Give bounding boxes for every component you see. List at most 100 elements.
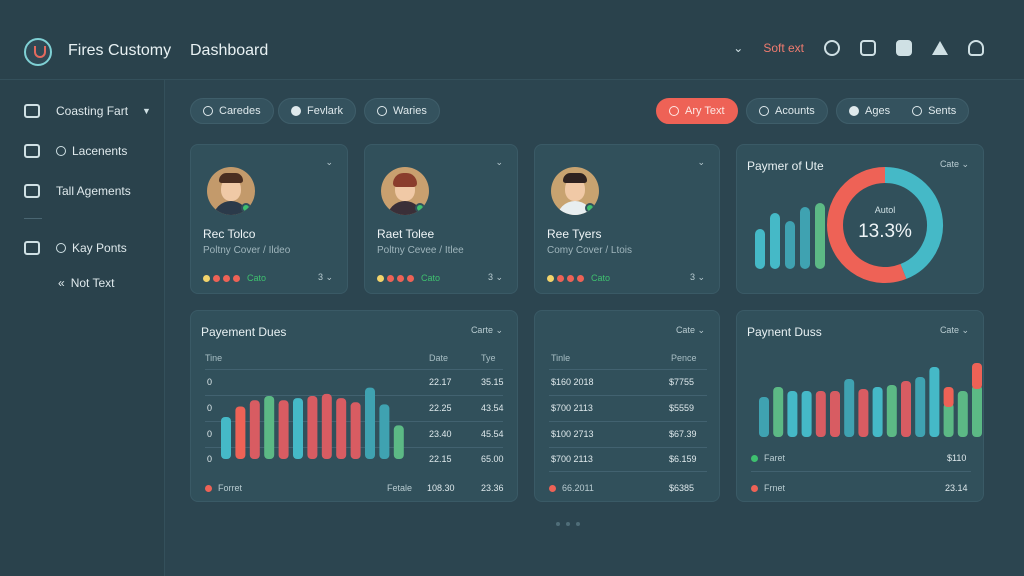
card-filter-dropdown[interactable]: Cate ⌄ (939, 159, 969, 169)
chart-bar (943, 403, 954, 437)
alert-icon[interactable] (860, 40, 876, 56)
column-header: Date (429, 353, 449, 363)
chart-bar (221, 417, 231, 459)
profile-card[interactable]: ⌄ Raet Tolee Poltny Cevee / Itlee Cato 3… (364, 144, 518, 294)
chevrons-left-icon: « (58, 276, 65, 290)
online-status-icon (585, 203, 595, 213)
table-cell: $700 2113 (551, 403, 593, 413)
filter-acounts[interactable]: Acounts (746, 98, 828, 124)
chart-bar (858, 389, 869, 437)
chevron-down-icon[interactable]: ⌄ (697, 157, 705, 167)
sidebar-item-kay-ponts[interactable]: Kay Ponts (24, 241, 127, 255)
user-icon[interactable] (968, 40, 984, 56)
footer-value: $6385 (669, 483, 695, 493)
mini-bar (785, 221, 795, 269)
filter-waries[interactable]: Waries (364, 98, 440, 124)
avatar (207, 167, 255, 215)
status-label: Cato (421, 273, 441, 283)
sidebar-item-label: Not Text (70, 276, 115, 290)
card-icon (24, 144, 40, 158)
chart-bar (815, 391, 826, 437)
profile-name: Raet Tolee (377, 227, 435, 241)
chevron-down-icon[interactable]: ⌄ (495, 157, 503, 167)
mini-bar (815, 203, 825, 269)
mini-bar (800, 207, 810, 269)
column-header: Tine (205, 353, 223, 363)
mini-bar (755, 229, 765, 269)
profile-card[interactable]: ⌄ Rec Tolco Poltny Cover / Ildeo Cato 3 … (190, 144, 348, 294)
chart-bar (759, 397, 769, 437)
table-cell: $160 2018 (551, 377, 594, 387)
table-cell: $700 2113 (551, 454, 593, 464)
donut-chart-svg: Autol 13.3% (755, 167, 943, 283)
sidebar-item-coasting[interactable]: Coasting Fart ▼ (24, 104, 151, 118)
footer-value: 108.30 (427, 483, 455, 493)
chevron-down-icon[interactable]: ▼ (142, 106, 151, 116)
avatar (381, 167, 429, 215)
chart-bar-stack (972, 363, 982, 389)
search-icon (377, 106, 387, 116)
card-filter-dropdown[interactable]: Cate ⌄ (675, 325, 705, 335)
table-cell: 65.00 (481, 454, 504, 464)
app-logo-icon[interactable] (24, 38, 52, 66)
profile-name: Rec Tolco (203, 227, 256, 241)
sidebar-item-not-text[interactable]: « Not Text (58, 276, 115, 290)
profile-card[interactable]: ⌄ Ree Tyers Comy Cover / Ltois Cato 3 ⌄ (534, 144, 720, 294)
chart-bar (929, 367, 940, 437)
chart-bar (249, 400, 260, 459)
filter-ary-text[interactable]: Ary Text (656, 98, 738, 124)
phone-icon (912, 106, 923, 116)
profile-count[interactable]: 3 ⌄ (689, 272, 705, 282)
table-cell: $7755 (669, 377, 695, 387)
chart-bar (957, 391, 968, 437)
filter-fevlark[interactable]: Fevlark (278, 98, 357, 124)
chart-bar (801, 391, 812, 437)
donut-slice (884, 167, 943, 279)
chart-bar (915, 377, 926, 437)
chart-bar (773, 387, 784, 437)
mini-bar (770, 213, 780, 269)
footer-label: Fetale (387, 483, 413, 493)
people-icon (203, 106, 213, 116)
card-filter-dropdown[interactable]: Cate ⌄ (939, 325, 969, 335)
chart-bar (379, 404, 390, 459)
filter-label: Waries (393, 105, 427, 117)
chart-bar (321, 393, 332, 459)
card-title: Paynent Duss (747, 325, 822, 339)
sidebar-item-lacenents[interactable]: Lacenents (24, 144, 127, 158)
profile-count[interactable]: 3 ⌄ (317, 272, 333, 282)
filter-caredes[interactable]: Caredes (190, 98, 274, 124)
chevron-down-icon[interactable]: ⌄ (325, 157, 333, 167)
play-icon (291, 106, 301, 116)
chart-bar (264, 396, 275, 459)
card-title: Paymer of Ute (747, 159, 824, 173)
filter-label: Acounts (775, 105, 815, 117)
filter-label: Ages (865, 105, 891, 117)
headset-icon[interactable] (824, 40, 840, 56)
bell-icon[interactable] (932, 41, 948, 55)
table-cell: 0 (207, 377, 213, 387)
status-label: Cato (591, 273, 611, 283)
chart-bar (972, 385, 982, 437)
footer-value: 23.36 (481, 483, 504, 493)
table-cell: 0 (207, 429, 213, 439)
card-filter-dropdown[interactable]: Carte ⌄ (470, 325, 503, 335)
sidebar-item-label: Coasting Fart (56, 104, 129, 118)
table-cell: 35.15 (481, 377, 504, 387)
filter-label: Ary Text (685, 105, 725, 117)
sidebar-item-tall-agements[interactable]: Tall Agements (24, 184, 131, 198)
chevron-down-icon[interactable]: ⌄ (733, 41, 744, 55)
pagination-dots[interactable] (556, 522, 580, 526)
globe-icon (849, 106, 859, 116)
profile-count[interactable]: 3 ⌄ (487, 272, 503, 282)
table-cell: $67.39 (669, 429, 697, 439)
soft-ext-link[interactable]: Soft ext (763, 41, 804, 55)
status-label: Cato (247, 273, 267, 283)
filter-ages-sents[interactable]: Ages Sents (836, 98, 970, 124)
profile-role: Poltny Cover / Ildeo (203, 245, 291, 256)
chart-bar (393, 425, 404, 459)
column-header: Tye (481, 353, 496, 363)
filter-label: Sents (928, 105, 957, 117)
info-icon[interactable] (896, 40, 912, 56)
chart-bar (872, 387, 883, 437)
